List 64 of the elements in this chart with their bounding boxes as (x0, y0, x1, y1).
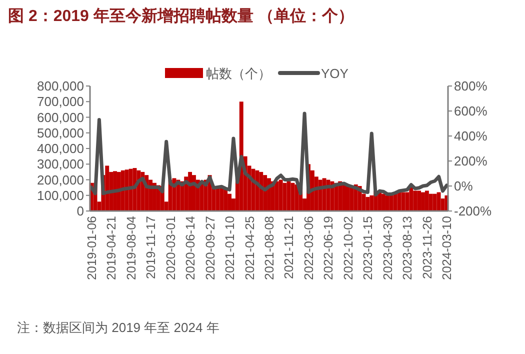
bar (105, 166, 110, 211)
legend-label: 帖数（个） (206, 66, 271, 81)
x-tick-label: 2020-06-14 (184, 216, 198, 280)
x-tick-label: 2022-10-02 (341, 216, 356, 280)
x-tick-label: 2023-08-13 (400, 216, 415, 280)
bar (294, 184, 299, 211)
bar (413, 190, 418, 211)
bar (417, 190, 422, 211)
y-tick-label: 600,000 (37, 110, 84, 125)
bar (282, 182, 287, 211)
y-tick-label: 100,000 (37, 188, 84, 203)
y-tick-label: 0 (76, 204, 84, 218)
bar (274, 181, 279, 211)
x-tick-label: 2020-09-27 (203, 216, 218, 280)
y2-tick-label: 800% (454, 78, 488, 94)
y-tick-label: 400,000 (37, 141, 84, 156)
x-tick-label: 2020-03-01 (164, 216, 178, 280)
y-tick-label: 800,000 (37, 78, 84, 94)
y2-tick-label: -200% (454, 204, 492, 218)
x-tick-label: 2022-03-06 (302, 216, 316, 280)
legend-label: YOY (321, 66, 349, 81)
x-tick-label: 2023-04-30 (380, 216, 395, 280)
bar (224, 189, 228, 211)
bar (432, 194, 437, 211)
y2-tick-label: 200% (454, 154, 488, 168)
x-tick-label: 2019-01-06 (84, 216, 99, 280)
y2-tick-label: 400% (454, 128, 488, 144)
bar (124, 170, 129, 211)
x-tick-label: 2021-01-10 (223, 216, 238, 280)
y2-tick-label: 0% (454, 178, 474, 194)
bar (378, 192, 382, 211)
bar (290, 182, 295, 211)
y2-tick-label: 600% (454, 104, 488, 118)
bar (424, 190, 429, 211)
x-tick-label: 2023-11-26 (420, 216, 434, 280)
bar (128, 168, 133, 211)
bar (220, 188, 224, 211)
y-tick-label: 200,000 (37, 172, 84, 188)
x-tick-label: 2024-03-10 (440, 216, 454, 280)
x-tick-label: 2021-08-08 (262, 216, 276, 280)
x-tick-label: 2021-04-25 (242, 216, 257, 280)
bar (216, 188, 220, 211)
bar (120, 170, 125, 211)
x-tick-label: 2019-11-17 (144, 216, 158, 280)
bar (278, 180, 283, 211)
bar (366, 196, 370, 211)
bar (389, 195, 394, 211)
x-tick-label: 2023-01-15 (361, 216, 376, 280)
bar (436, 192, 441, 211)
x-tick-label: 2022-06-19 (322, 216, 336, 280)
bar (393, 194, 398, 211)
y-tick-label: 300,000 (37, 156, 84, 172)
bar (385, 195, 390, 211)
y-tick-label: 700,000 (37, 94, 84, 110)
y-tick-label: 500,000 (37, 125, 84, 140)
bar (397, 192, 402, 211)
line-series (90, 112, 448, 196)
text: 注：数据区间为 2019 年至 2024 年 (17, 320, 220, 335)
x-tick-label: 2019-04-21 (104, 216, 119, 280)
bar (228, 194, 232, 211)
x-tick-label: 2021-11-21 (282, 216, 296, 280)
chart-title: 图 2：2019 年至今新增招聘帖数量 （单位：个） (8, 7, 354, 25)
x-tick-label: 2019-08-04 (124, 216, 138, 280)
bar (428, 194, 433, 211)
